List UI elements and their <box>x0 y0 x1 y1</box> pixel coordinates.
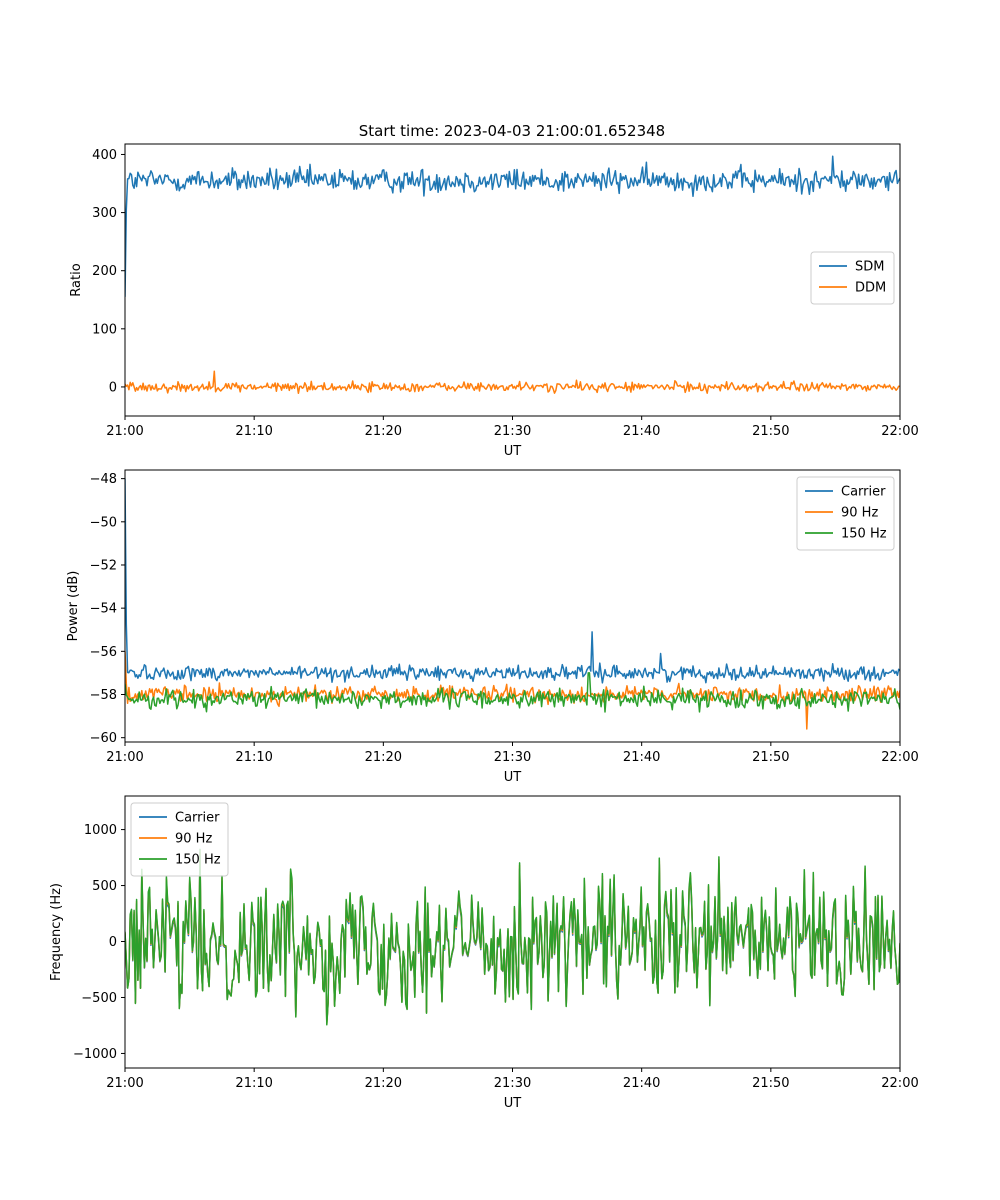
chart-title: Start time: 2023-04-03 21:00:01.652348 <box>359 122 665 140</box>
legend-entry: SDM <box>855 260 884 275</box>
legend-box <box>796 476 895 551</box>
y-axis-label: Ratio <box>69 263 84 296</box>
legend: Carrier 90 Hz 150 Hz <box>130 802 229 877</box>
panel-1: 21:00 21:10 21:20 21:30 21:40 21:50 22:00 0 100 2… <box>69 143 919 459</box>
x-tick-label: 21:10 <box>235 750 272 765</box>
x-tick-label: 21:40 <box>623 424 660 439</box>
legend-entry: 90 Hz <box>175 832 212 847</box>
x-axis-label: UT <box>504 444 522 459</box>
y-tick-label: −60 <box>90 731 117 746</box>
y-tick-label: −58 <box>90 688 117 703</box>
y-tick-label: −54 <box>90 602 117 617</box>
legend-entry: Carrier <box>175 811 220 826</box>
x-tick-label: 21:00 <box>106 424 143 439</box>
x-tick-label: 21:30 <box>494 424 531 439</box>
series-line-carrier <box>125 478 900 684</box>
x-tick-label: 21:00 <box>106 750 143 765</box>
x-tick-label: 21:50 <box>752 750 789 765</box>
y-tick-label: 0 <box>109 380 117 395</box>
y-tick-label: −1000 <box>73 1047 117 1062</box>
legend: SDM DDM <box>810 251 895 305</box>
x-tick-label: 21:50 <box>752 1076 789 1091</box>
y-tick-label: −52 <box>90 558 117 573</box>
x-tick-label: 22:00 <box>881 424 918 439</box>
x-tick-label: 21:10 <box>235 424 272 439</box>
series-lines <box>125 848 900 1026</box>
series-lines <box>125 155 900 395</box>
series-line-150-hz <box>125 672 900 713</box>
legend: Carrier 90 Hz 150 Hz <box>796 476 895 551</box>
panel-2: 21:00 21:10 21:20 21:30 21:40 21:50 22:00 −60 −5… <box>66 469 919 785</box>
panel-3: 21:00 21:10 21:20 21:30 21:40 21:50 22:00 −1000… <box>49 795 919 1111</box>
y-axis-label: Power (dB) <box>66 571 81 642</box>
legend-box <box>810 251 895 305</box>
legend-box <box>130 802 229 877</box>
series-lines <box>125 478 900 730</box>
x-tick-label: 21:00 <box>106 1076 143 1091</box>
x-tick-label: 21:40 <box>623 1076 660 1091</box>
y-tick-label: −48 <box>90 472 117 487</box>
y-tick-label: 200 <box>92 264 117 279</box>
y-tick-label: 100 <box>92 322 117 337</box>
x-tick-label: 22:00 <box>881 750 918 765</box>
legend-entry: Carrier <box>841 485 886 500</box>
y-tick-label: −56 <box>90 645 117 660</box>
y-axis-label: Frequency (Hz) <box>49 883 64 981</box>
x-tick-label: 21:30 <box>494 750 531 765</box>
legend-entry: 150 Hz <box>841 527 887 542</box>
legend-entry: DDM <box>855 281 886 296</box>
legend-entry: 90 Hz <box>841 506 878 521</box>
x-axis-label: UT <box>504 1096 522 1111</box>
x-tick-label: 21:20 <box>365 424 402 439</box>
x-tick-label: 21:50 <box>752 424 789 439</box>
y-tick-label: 0 <box>109 935 117 950</box>
x-tick-label: 21:10 <box>235 1076 272 1091</box>
y-tick-label: 500 <box>92 879 117 894</box>
y-tick-label: 400 <box>92 148 117 163</box>
y-tick-label: 1000 <box>84 823 117 838</box>
x-tick-label: 21:20 <box>365 1076 402 1091</box>
panels: 21:00 21:10 21:20 21:30 21:40 21:50 22:00 0 100 2… <box>49 143 919 1111</box>
y-tick-label: −50 <box>90 515 117 530</box>
series-line-150-hz <box>125 848 900 1026</box>
series-line-ddm <box>125 370 900 395</box>
y-tick-label: −500 <box>81 991 117 1006</box>
x-tick-label: 21:30 <box>494 1076 531 1091</box>
series-line-sdm <box>125 155 900 297</box>
x-axis-label: UT <box>504 770 522 785</box>
y-tick-label: 300 <box>92 206 117 221</box>
x-tick-label: 21:20 <box>365 750 402 765</box>
x-tick-label: 21:40 <box>623 750 660 765</box>
x-tick-label: 22:00 <box>881 1076 918 1091</box>
legend-entry: 150 Hz <box>175 853 221 868</box>
